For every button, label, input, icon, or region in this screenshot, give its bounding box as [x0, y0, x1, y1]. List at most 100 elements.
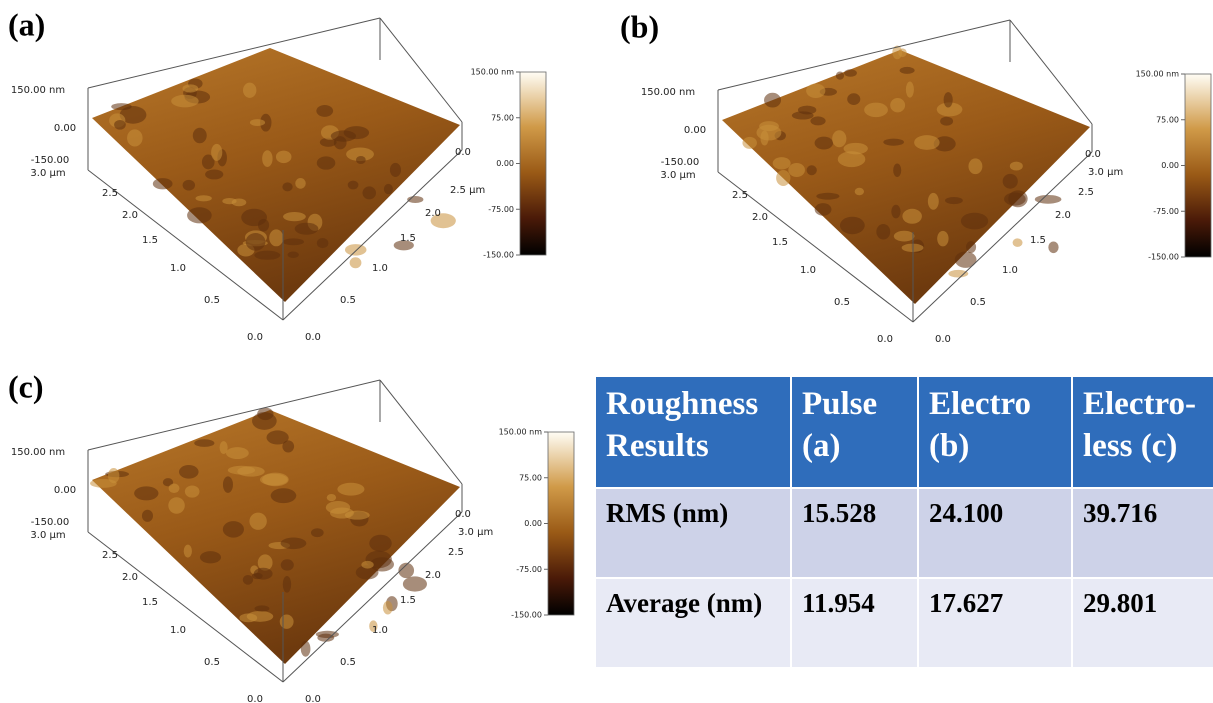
- header-row: Roughness Results Pulse (a) Electro (b) …: [595, 376, 1213, 488]
- surface-feature: [288, 252, 299, 258]
- table-row: RMS (nm) 15.528 24.100 39.716: [595, 488, 1213, 578]
- surface-feature: [182, 84, 198, 92]
- surface-feature: [196, 195, 212, 201]
- surface-feature: [317, 238, 329, 248]
- colorbar-label: 0.00: [1161, 161, 1179, 170]
- surface-feature: [142, 510, 153, 522]
- header-cell: Electro (b): [918, 376, 1072, 488]
- cell: 15.528: [791, 488, 918, 578]
- surface-feature: [111, 103, 131, 110]
- left-axis-label: 3.0 µm: [660, 170, 695, 181]
- colorbar-label: -150.00: [483, 251, 514, 260]
- left-axis-label: 0.5: [204, 295, 220, 306]
- right-axis-label: 0.0: [305, 332, 321, 343]
- surface-feature: [914, 135, 939, 150]
- right-axis-label: 1.0: [372, 625, 388, 636]
- panel-label: (c): [8, 368, 44, 404]
- row-label: RMS (nm): [595, 488, 791, 578]
- right-axis-label: 1.5: [400, 233, 416, 244]
- colorbar-label: -75.00: [516, 565, 542, 574]
- left-axis-label: 1.0: [170, 263, 186, 274]
- surface-feature: [891, 205, 900, 219]
- cell: 29.801: [1072, 578, 1213, 668]
- surface-feature: [271, 488, 297, 503]
- right-axis-label: 0.0: [455, 509, 471, 520]
- header-cell: Electro-less (c): [1072, 376, 1213, 488]
- right-axis-label: 2.5: [448, 547, 464, 558]
- left-axis-label: 0.0: [247, 694, 263, 703]
- colorbar-label: -150.00: [1148, 253, 1179, 262]
- surface-feature: [127, 129, 143, 146]
- surface-feature: [883, 139, 904, 146]
- surface-feature: [246, 233, 266, 251]
- right-axis-label: 0.5: [340, 657, 356, 668]
- surface-feature: [239, 613, 257, 622]
- surface-feature: [864, 103, 888, 118]
- surface-feature: [961, 213, 988, 230]
- left-axis-label: 2.5: [102, 550, 118, 561]
- afm-surface: [92, 410, 460, 664]
- z-axis-label: -150.00: [31, 155, 70, 166]
- z-axis-label: 0.00: [54, 123, 76, 134]
- colorbar: [548, 432, 574, 615]
- surface-feature: [807, 165, 817, 175]
- surface-feature: [281, 538, 307, 550]
- surface-feature: [764, 93, 781, 108]
- cell: 17.627: [918, 578, 1072, 668]
- z-axis-label: -150.00: [661, 157, 700, 168]
- surface-feature: [350, 257, 362, 268]
- cell: 11.954: [791, 578, 918, 668]
- colorbar-label: 75.00: [519, 473, 542, 482]
- surface-feature: [902, 209, 922, 224]
- surface-feature: [384, 184, 393, 194]
- surface-feature: [844, 143, 868, 155]
- colorbar: [1185, 74, 1211, 257]
- surface-feature: [937, 231, 948, 247]
- page: (a)150.00 nm0.00-150.003.0 µm2.52.01.51.…: [0, 0, 1213, 703]
- colorbar-label: 75.00: [491, 113, 514, 122]
- surface-feature: [948, 270, 968, 278]
- surface-feature: [348, 181, 359, 190]
- surface-feature: [252, 573, 263, 579]
- surface-feature: [940, 117, 953, 126]
- surface-feature: [966, 241, 976, 253]
- left-axis-label: 2.0: [122, 572, 138, 583]
- surface-feature: [193, 128, 207, 143]
- surface-feature: [776, 170, 790, 186]
- right-axis-label: 0.0: [305, 694, 321, 703]
- surface-feature: [153, 178, 173, 189]
- surface-feature: [276, 151, 292, 163]
- surface-feature: [283, 576, 291, 593]
- surface-feature: [257, 408, 273, 421]
- surface-feature: [205, 169, 223, 179]
- z-axis-label: 150.00 nm: [11, 85, 65, 96]
- surface-feature: [327, 494, 336, 501]
- surface-feature: [832, 130, 846, 147]
- surface-feature: [226, 447, 249, 459]
- surface-feature: [171, 95, 198, 108]
- surface-feature: [184, 545, 192, 558]
- surface-feature: [237, 466, 265, 476]
- cell: 24.100: [918, 488, 1072, 578]
- surface-feature: [241, 209, 267, 226]
- left-axis-label: 1.0: [800, 265, 816, 276]
- surface-feature: [815, 137, 833, 150]
- right-axis-label: 3.0 µm: [1088, 167, 1123, 178]
- right-axis-label: 2.5: [1078, 187, 1094, 198]
- z-axis-label: 150.00 nm: [11, 447, 65, 458]
- surface-feature: [185, 485, 200, 497]
- surface-feature: [900, 67, 915, 74]
- surface-feature: [223, 476, 233, 492]
- surface-feature: [816, 193, 839, 200]
- left-axis-label: 2.5: [732, 190, 748, 201]
- surface-feature: [944, 92, 953, 107]
- colorbar-label: -75.00: [488, 205, 514, 214]
- surface-feature: [847, 93, 860, 105]
- right-axis-label: 1.0: [372, 263, 388, 274]
- surface-feature: [362, 186, 376, 199]
- right-axis-label: 2.0: [425, 208, 441, 219]
- right-axis-label: 0.0: [935, 334, 951, 345]
- surface-feature: [295, 223, 319, 235]
- surface-feature: [134, 486, 158, 500]
- right-axis-label: 2.0: [425, 570, 441, 581]
